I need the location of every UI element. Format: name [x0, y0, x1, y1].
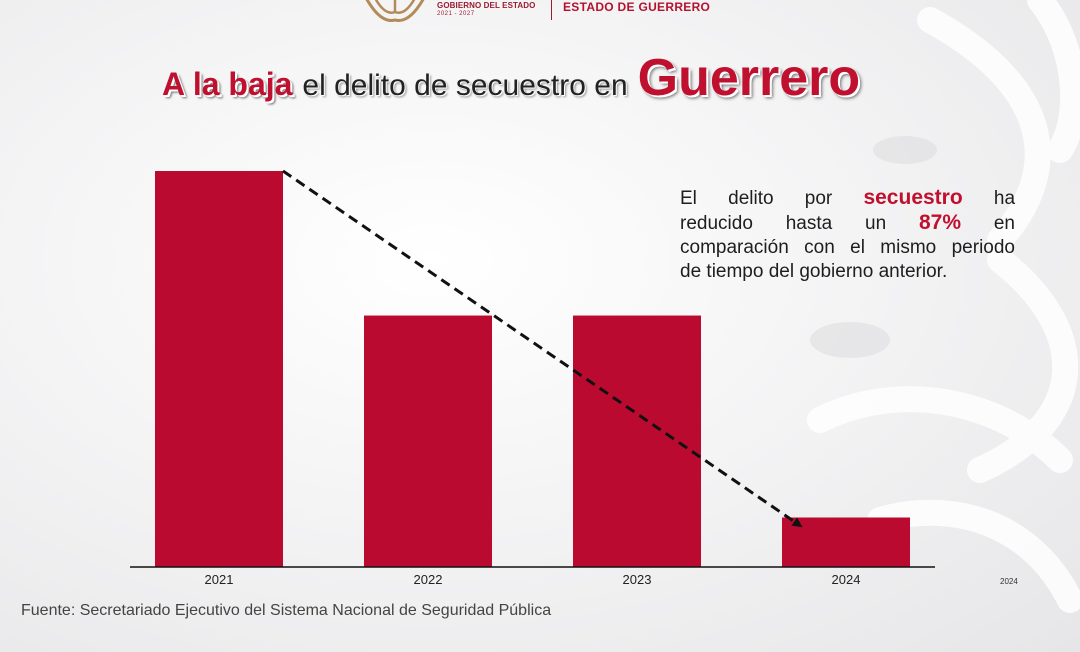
info-line-2: reducido hasta un 87% en — [680, 211, 1015, 234]
title-middle: el delito de secuestro en — [302, 69, 628, 102]
bar-2024 — [782, 517, 910, 567]
header-divider — [551, 0, 552, 20]
state-name: ESTADO DE GUERRERO — [563, 0, 711, 14]
title-state: Guerrero — [637, 49, 861, 107]
bar-2021 — [155, 171, 283, 567]
info-text: El delito por secuestro ha reducido hast… — [680, 186, 1015, 284]
x-tick-label: 2024 — [832, 572, 861, 587]
page-title: A la baja el delito de secuestro en Guer… — [162, 48, 860, 108]
info-line-4: de tiempo del gobierno anterior. — [680, 261, 948, 282]
bar-2022 — [364, 315, 492, 567]
title-highlight: A la baja — [162, 66, 293, 102]
government-name: GOBIERNO DEL ESTADO — [437, 1, 536, 10]
info-line-1: El delito por secuestro ha — [680, 186, 1016, 209]
info-line-3: comparación con el mismo periodo — [680, 237, 1015, 258]
corner-label: 2024 — [1000, 577, 1018, 586]
x-tick-label: 2023 — [623, 572, 652, 587]
trend-arrow — [282, 169, 803, 528]
highlight-crime: secuestro — [863, 186, 963, 209]
bar-2023 — [573, 315, 701, 567]
x-tick-label: 2022 — [414, 572, 443, 587]
highlight-percent: 87% — [919, 211, 962, 234]
government-term: 2021 - 2027 — [437, 11, 475, 17]
source-note: Fuente: Secretariado Ejecutivo del Siste… — [21, 602, 552, 619]
government-label: GOBIERNO DEL ESTADO 2021 - 2027 — [437, 1, 536, 17]
x-tick-label: 2021 — [205, 572, 234, 587]
government-emblem-icon — [365, 0, 425, 22]
